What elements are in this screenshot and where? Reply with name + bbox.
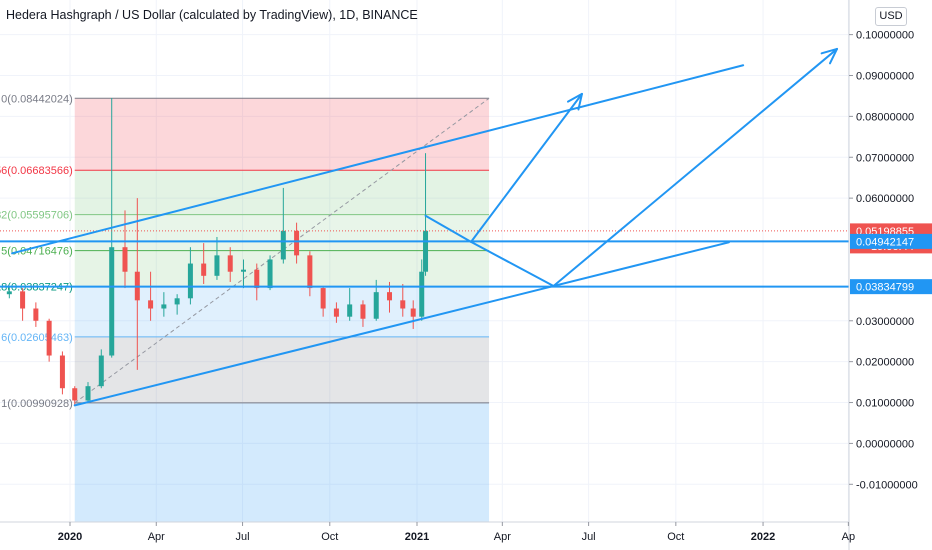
trend-line bbox=[11, 64, 745, 255]
chart-grid bbox=[0, 0, 849, 522]
level-price-badge bbox=[850, 279, 932, 295]
chart-title: Hedera Hashgraph / US Dollar (calculated… bbox=[6, 8, 418, 22]
candle-body bbox=[72, 388, 78, 401]
candle-body bbox=[85, 386, 91, 401]
candle-body bbox=[320, 288, 326, 309]
candle-body bbox=[333, 308, 339, 317]
candle-body bbox=[423, 230, 429, 272]
fib-zone bbox=[74, 170, 490, 215]
candle-body bbox=[294, 230, 300, 256]
y-tick-label: 0.06000000 bbox=[856, 193, 914, 205]
candle-body bbox=[387, 292, 393, 301]
candle-body bbox=[161, 304, 167, 309]
candle-body bbox=[187, 263, 193, 299]
candle-body bbox=[20, 291, 26, 309]
x-axis-ticks: 2020 Apr Jul Oct 2021 Apr Jul Oct 2022 Ap bbox=[58, 522, 855, 543]
fib-zone bbox=[74, 336, 490, 403]
y-tick-label: 0.08000000 bbox=[856, 111, 914, 123]
trend-line bbox=[424, 214, 473, 243]
candle-body bbox=[241, 269, 246, 272]
y-tick-label: 0.02000000 bbox=[856, 357, 914, 369]
candle-body bbox=[347, 304, 353, 317]
candle-body bbox=[148, 300, 154, 309]
candle-body bbox=[98, 355, 104, 387]
x-tick-label: Oct bbox=[321, 531, 338, 543]
fib-level-label: 1(0.00990928) bbox=[1, 398, 73, 410]
candle-body bbox=[46, 320, 52, 356]
horizontal-levels bbox=[0, 230, 849, 288]
fib-zone bbox=[74, 402, 490, 522]
badge-price-text: 0.04942147 bbox=[856, 236, 914, 248]
trend-line bbox=[73, 241, 730, 407]
trend-drawings bbox=[11, 47, 839, 407]
candle-body bbox=[59, 355, 65, 389]
candle-body bbox=[109, 247, 115, 356]
y-axis-ticks: 0.10000000 0.09000000 0.08000000 0.07000000… bbox=[849, 30, 918, 491]
fib-zone bbox=[74, 98, 490, 171]
fib-level-label: 0(0.08442024) bbox=[1, 93, 73, 105]
x-tick-label: Jul bbox=[582, 531, 596, 543]
candle-body bbox=[33, 308, 39, 321]
candle-body bbox=[373, 292, 379, 319]
y-tick-label: 0.03000000 bbox=[856, 316, 914, 328]
trend-arrow bbox=[470, 92, 583, 243]
level-price-badge bbox=[850, 233, 932, 249]
arrow-head bbox=[566, 92, 583, 111]
candle-body bbox=[227, 255, 233, 272]
y-tick-label: 0.10000000 bbox=[856, 30, 914, 42]
x-tick-label: Ap bbox=[842, 531, 855, 543]
x-tick-label: 2021 bbox=[405, 531, 429, 543]
candle-body bbox=[419, 271, 425, 317]
candle-body bbox=[122, 247, 128, 272]
x-tick-label: 2020 bbox=[58, 531, 82, 543]
y-tick-label: 0.00000000 bbox=[856, 438, 914, 450]
candle-body bbox=[214, 255, 220, 276]
arrow-head bbox=[820, 47, 839, 65]
trend-line bbox=[470, 240, 555, 288]
x-tick-label: Apr bbox=[148, 531, 165, 543]
y-tick-label: -0.01000000 bbox=[856, 479, 918, 491]
trend-arrow bbox=[552, 47, 839, 288]
currency-button[interactable]: USD bbox=[875, 7, 907, 26]
candle-body bbox=[6, 291, 12, 295]
x-tick-label: 2022 bbox=[751, 531, 775, 543]
y-tick-label: 0.07000000 bbox=[856, 152, 914, 164]
candle-body bbox=[307, 255, 313, 289]
y-tick-label: 0.09000000 bbox=[856, 70, 914, 82]
fib-level-label: 56(0.06683566) bbox=[0, 165, 73, 177]
fib-level-label: 5(0.04716476) bbox=[1, 246, 73, 258]
candle-body bbox=[410, 308, 416, 317]
candle-body bbox=[174, 298, 180, 305]
candle-body bbox=[201, 263, 207, 276]
candle-body bbox=[280, 230, 286, 260]
candle-body bbox=[254, 269, 260, 289]
badge-price-text: 0.03834799 bbox=[856, 282, 914, 294]
x-tick-label: Jul bbox=[236, 531, 250, 543]
y-tick-label: 0.01000000 bbox=[856, 398, 914, 410]
fib-level-label: 82(0.05595706) bbox=[0, 210, 73, 222]
x-tick-label: Apr bbox=[494, 531, 511, 543]
candle-body bbox=[360, 304, 366, 319]
candle-body bbox=[400, 300, 406, 309]
fib-level-label: 6(0.02605463) bbox=[1, 332, 73, 344]
candle-body bbox=[267, 259, 273, 289]
x-tick-label: Oct bbox=[667, 531, 684, 543]
